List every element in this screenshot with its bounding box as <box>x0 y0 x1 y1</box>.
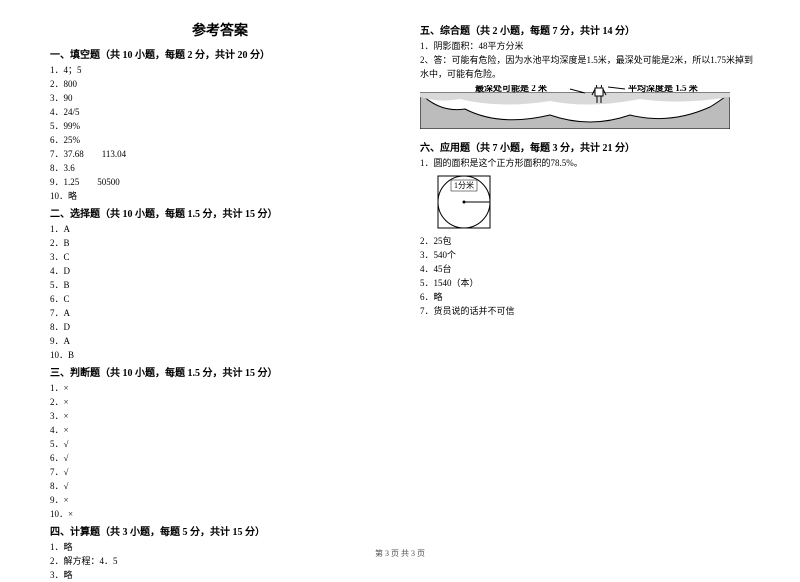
s1-item: 10．略 <box>50 189 390 203</box>
s5-item: 2、答：可能有危险，因为水池平均深度是1.5米，最深处可能是2米，所以1.75米… <box>420 53 760 81</box>
s1-item: 4．24/5 <box>50 105 390 119</box>
s1-item: 5．99% <box>50 119 390 133</box>
section-3-heading: 三、判断题（共 10 小题，每题 1.5 分，共计 15 分） <box>50 364 390 379</box>
s6-item: 4．45台 <box>420 262 760 276</box>
s6-pre: 1．圆的面积是这个正方形面积的78.5%。 <box>420 156 760 170</box>
section-4-heading: 四、计算题（共 3 小题，每题 5 分，共计 15 分） <box>50 523 390 538</box>
s3-item: 4．× <box>50 423 390 437</box>
s6-item: 5．1540（本） <box>420 276 760 290</box>
s2-item: 1．A <box>50 222 390 236</box>
section-2-heading: 二、选择题（共 10 小题，每题 1.5 分，共计 15 分） <box>50 205 390 220</box>
circle-in-square-diagram: 1分米 <box>432 172 502 230</box>
section-5-heading: 五、综合题（共 2 小题，每题 7 分，共计 14 分） <box>420 22 760 37</box>
circle-label: 1分米 <box>454 180 474 190</box>
s6-item: 6．略 <box>420 290 760 304</box>
s2-item: 5．B <box>50 278 390 292</box>
s3-item: 6．√ <box>50 451 390 465</box>
s3-item: 5．√ <box>50 437 390 451</box>
pond-diagram: 最深处可能是 2 米 平均深度是 1.5 米 <box>420 85 730 129</box>
s2-item: 8．D <box>50 320 390 334</box>
answer-key-title: 参考答案 <box>50 20 390 40</box>
section-6-heading: 六、应用题（共 7 小题，每题 3 分，共计 21 分） <box>420 139 760 154</box>
s2-item: 10．B <box>50 348 390 362</box>
s3-item: 3．× <box>50 409 390 423</box>
s6-item: 7．货员说的话并不可信 <box>420 304 760 318</box>
s2-item: 7．A <box>50 306 390 320</box>
s1-item: 6．25% <box>50 133 390 147</box>
s2-item: 3．C <box>50 250 390 264</box>
s1-item: 2．800 <box>50 77 390 91</box>
s4-item: 3．略 <box>50 568 390 582</box>
s3-item: 2．× <box>50 395 390 409</box>
s3-item: 9．× <box>50 493 390 507</box>
section-1-heading: 一、填空题（共 10 小题，每题 2 分，共计 20 分） <box>50 46 390 61</box>
s3-item: 1．× <box>50 381 390 395</box>
right-column: 五、综合题（共 2 小题，每题 7 分，共计 14 分） 1．阴影面积：48平方… <box>420 20 760 582</box>
pond-avg-label: 平均深度是 1.5 米 <box>628 85 699 93</box>
s2-item: 9．A <box>50 334 390 348</box>
s1-item: 3．90 <box>50 91 390 105</box>
s1-item: 8．3.6 <box>50 161 390 175</box>
s3-item: 8．√ <box>50 479 390 493</box>
left-column: 参考答案 一、填空题（共 10 小题，每题 2 分，共计 20 分） 1．4；5… <box>50 20 390 582</box>
s6-item: 2．25包 <box>420 234 760 248</box>
s3-item: 10．× <box>50 507 390 521</box>
s1-item: 1．4；5 <box>50 63 390 77</box>
s1-item: 7．37.68 113.04 <box>50 147 390 161</box>
s3-item: 7．√ <box>50 465 390 479</box>
s5-item: 1．阴影面积：48平方分米 <box>420 39 760 53</box>
s1-item: 9．1.25 50500 <box>50 175 390 189</box>
s2-item: 6．C <box>50 292 390 306</box>
page-footer: 第 3 页 共 3 页 <box>0 548 800 559</box>
pond-deepest-label: 最深处可能是 2 米 <box>475 85 548 93</box>
s6-item: 3．540个 <box>420 248 760 262</box>
s2-item: 2．B <box>50 236 390 250</box>
s2-item: 4．D <box>50 264 390 278</box>
